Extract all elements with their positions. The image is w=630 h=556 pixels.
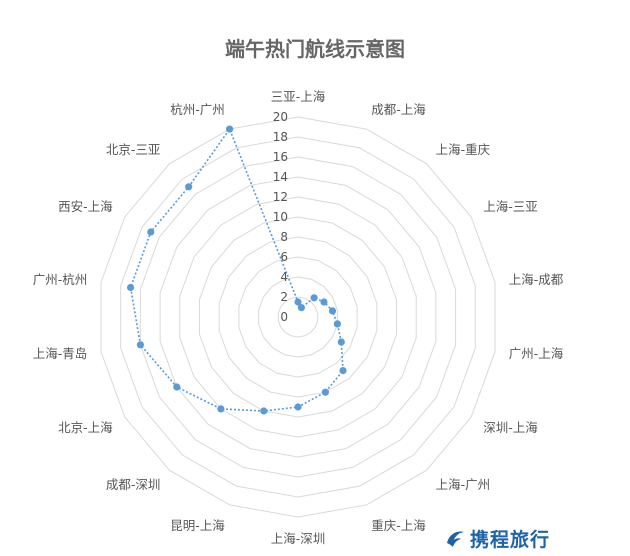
- category-label: 北京-三亚: [106, 142, 161, 157]
- radar-grid: [100, 116, 496, 518]
- data-point: [321, 388, 329, 396]
- category-label: 昆明-上海: [170, 518, 225, 533]
- category-label: 杭州-广州: [170, 102, 225, 117]
- tick-label: 16: [273, 150, 288, 164]
- data-point: [333, 320, 341, 328]
- data-point: [320, 298, 328, 306]
- category-label: 重庆-上海: [371, 518, 426, 533]
- category-label: 上海-重庆: [436, 142, 491, 157]
- grid-ring: [139, 156, 457, 478]
- chart-title: 端午热门航线示意图: [225, 37, 405, 61]
- tick-label: 2: [280, 290, 288, 304]
- data-point: [310, 294, 318, 302]
- data-point: [173, 383, 181, 391]
- tick-label: 4: [280, 270, 288, 284]
- data-point: [337, 338, 345, 346]
- tick-label: 12: [273, 190, 288, 204]
- category-label: 上海-成都: [509, 272, 564, 287]
- grid-ring: [258, 276, 338, 358]
- data-point: [297, 304, 305, 312]
- tick-label: 18: [273, 130, 288, 144]
- category-label: 西安-上海: [58, 199, 113, 214]
- grid-ring: [218, 236, 378, 398]
- data-point: [294, 403, 302, 411]
- radar-series: [127, 125, 347, 415]
- grid-ring: [159, 176, 437, 458]
- category-label: 广州-上海: [509, 346, 564, 361]
- category-label: 上海-青岛: [33, 346, 88, 361]
- category-labels: 三亚-上海成都-上海上海-重庆上海-三亚上海-成都广州-上海深圳-上海上海-广州…: [33, 89, 564, 546]
- dolphin-logo-icon: [447, 531, 464, 547]
- data-point: [226, 125, 234, 133]
- category-label: 三亚-上海: [271, 89, 326, 104]
- tick-label: 14: [273, 170, 288, 184]
- radial-axis-ticks: 0 2 4 6 8 10 12 14 16 18 20: [273, 110, 288, 324]
- category-label: 成都-深圳: [106, 477, 161, 492]
- category-label: 广州-杭州: [33, 272, 88, 287]
- data-point: [185, 183, 193, 191]
- data-point: [136, 341, 144, 349]
- grid-ring: [199, 216, 397, 418]
- grid-ring: [179, 196, 417, 438]
- tick-label: 20: [273, 110, 288, 124]
- category-label: 上海-广州: [436, 477, 491, 492]
- data-point: [294, 298, 302, 306]
- data-point: [217, 405, 225, 413]
- category-label: 上海-三亚: [483, 199, 538, 214]
- category-label: 成都-上海: [371, 102, 426, 117]
- grid-ring: [120, 136, 476, 498]
- tick-label: 10: [273, 210, 288, 224]
- tick-label: 6: [280, 250, 288, 264]
- data-point: [339, 367, 347, 375]
- grid-ring: [100, 116, 496, 518]
- data-point: [127, 283, 135, 292]
- category-label: 北京-上海: [58, 420, 113, 435]
- data-point: [260, 407, 268, 415]
- data-point: [147, 228, 155, 236]
- category-label: 深圳-上海: [483, 420, 538, 435]
- tick-label: 0: [280, 310, 288, 324]
- grid-ring: [277, 296, 319, 338]
- tick-label: 8: [280, 230, 288, 244]
- category-label: 上海-深圳: [271, 531, 326, 546]
- grid-ring: [238, 256, 358, 378]
- watermark-text: 携程旅行: [470, 528, 551, 551]
- ctrip-logo: 携程旅行: [444, 525, 550, 551]
- data-point: [328, 307, 337, 315]
